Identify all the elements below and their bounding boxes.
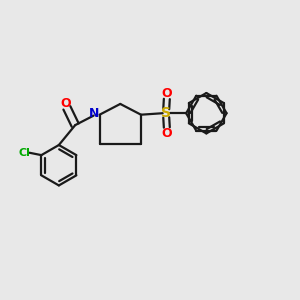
- Text: Cl: Cl: [19, 148, 30, 158]
- Text: O: O: [60, 97, 71, 110]
- Text: O: O: [161, 86, 172, 100]
- Text: O: O: [161, 127, 172, 140]
- Text: S: S: [161, 106, 171, 120]
- Text: N: N: [89, 107, 99, 120]
